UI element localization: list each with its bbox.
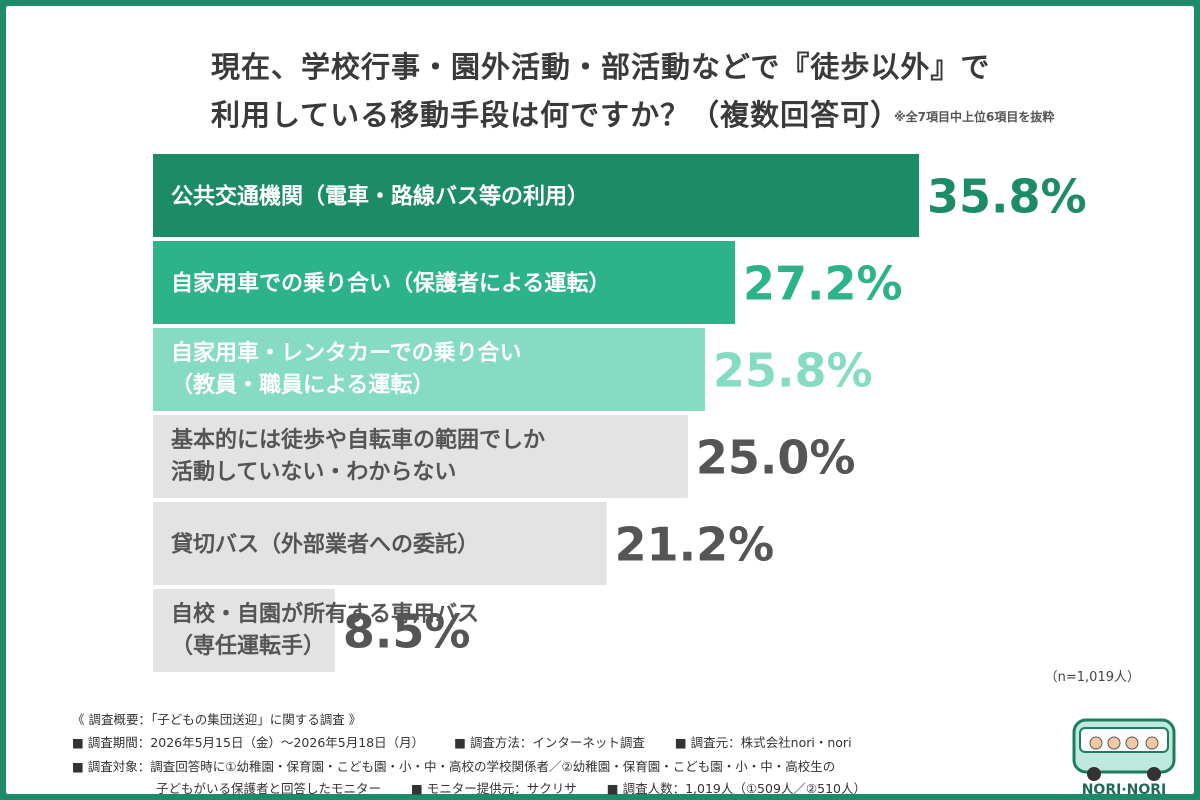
category-label-5-1: （専任運転手）	[171, 633, 325, 659]
survey-details-line1: ■ 調査期間：2026年5月15日（金）〜2026年5月18日（月） ■ 調査方…	[72, 732, 878, 751]
bar-1	[153, 241, 735, 324]
nori-nori-logo: NORI·NORI	[1072, 718, 1176, 798]
sample-size: （n=1,019人）	[1044, 670, 1140, 685]
bar-5	[153, 589, 335, 672]
category-label-0-0: 公共交通機関（電車・路線バス等の利用）	[171, 184, 589, 210]
bar-chart: 公共交通機関（電車・路線バス等の利用） 35.8% 自家用車での乗り合い（保護者によ…	[153, 154, 1087, 672]
value-label-5: 8.5%	[343, 605, 471, 659]
category-label-3-0: 基本的には徒歩や自転車の範囲でしか	[171, 427, 545, 453]
logo-text: NORI·NORI	[1082, 782, 1167, 798]
chart-title-line1: 現在、学校行事・園外活動・部活動などで『徒歩以外』で	[211, 50, 991, 84]
survey-details-line3: 子どもがいる保護者と回答したモニター ■ モニター提供元：サクリサ ■ 調査人数…	[156, 778, 892, 797]
bus-icon	[1072, 718, 1176, 781]
survey-target: ■ 調査対象：調査回答時に①幼稚園・保育園・こども園・小・中・高校の学校関係者／…	[72, 759, 836, 774]
survey-target-cont: 子どもがいる保護者と回答したモニター	[156, 781, 382, 796]
category-label-5-0: 自校・自園が所有する専用バス	[171, 601, 479, 627]
respondent-count: ■ 調査人数：1,019人（①509人／②510人）	[606, 781, 866, 796]
survey-period: ■ 調査期間：2026年5月15日（金）〜2026年5月18日（月）	[72, 735, 425, 750]
category-label-2-0: 自家用車・レンタカーでの乗り合い	[171, 340, 522, 366]
chart-note: ※全7項目中上位6項目を抜粋	[894, 110, 1055, 124]
bar-4	[153, 502, 607, 585]
bar-0	[153, 154, 919, 237]
bar-3	[153, 415, 688, 498]
value-label-4: 21.2%	[615, 518, 775, 572]
category-label-2-1: （教員・職員による運転）	[171, 372, 434, 398]
value-label-3: 25.0%	[696, 431, 856, 485]
value-label-0: 35.8%	[927, 170, 1087, 224]
category-label-1-0: 自家用車での乗り合い（保護者による運転）	[171, 271, 610, 297]
value-label-2: 25.8%	[713, 344, 873, 398]
monitor-provider: ■ モニター提供元：サクリサ	[411, 781, 577, 796]
category-label-3-1: 活動していない・わからない	[171, 460, 456, 485]
survey-source: ■ 調査元：株式会社nori・nori	[674, 735, 852, 750]
value-label-1: 27.2%	[743, 257, 903, 311]
survey-method: ■ 調査方法：インターネット調査	[454, 735, 645, 750]
bar-2	[153, 328, 706, 411]
chart-title-line2: 利用している移動手段は何ですか？（複数回答可）	[211, 98, 901, 132]
survey-overview-title: 《 調査概要：「子どもの集団送迎」に関する調査 》	[72, 712, 362, 727]
category-label-4-0: 貸切バス（外部業者への委託）	[170, 532, 479, 558]
infographic-panel: 現在、学校行事・園外活動・部活動などで『徒歩以外』で 利用している移動手段は何で…	[6, 6, 1194, 798]
